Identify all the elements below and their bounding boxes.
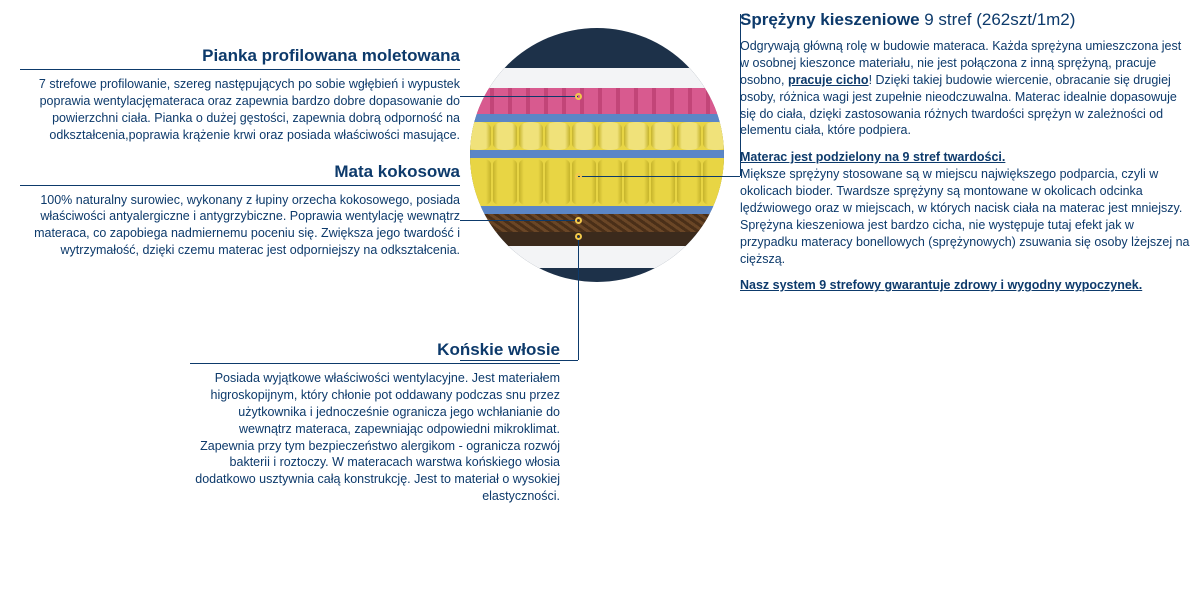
spring-cylinder — [598, 122, 622, 150]
spring-cylinder — [651, 158, 675, 206]
foam-section: Pianka profilowana moletowana 7 strefowe… — [20, 46, 460, 144]
layer-top-white — [470, 68, 724, 88]
spring-cylinder — [519, 122, 543, 150]
springs-p2-head: Materac jest podzielony na 9 stref tward… — [740, 150, 1005, 164]
foam-ridges — [470, 88, 724, 114]
coco-texture — [470, 214, 724, 232]
spring-cylinder — [572, 158, 596, 206]
leader-h — [460, 360, 578, 361]
hair-body: Posiada wyjątkowe właściwości wentylacyj… — [190, 370, 560, 505]
leader-h — [460, 96, 578, 97]
foam-dot — [575, 93, 582, 100]
spring-cylinder — [651, 122, 675, 150]
layers-diagram — [470, 28, 724, 282]
left-column: Pianka profilowana moletowana 7 strefowe… — [0, 0, 460, 277]
spring-cylinder — [519, 158, 543, 206]
springs-dot — [575, 173, 582, 180]
spring-cylinder — [703, 158, 724, 206]
coco-body: 100% naturalny surowiec, wykonany z łupi… — [20, 192, 460, 260]
springs-p1: Odgrywają główną rolę w budowie materaca… — [740, 38, 1190, 139]
springs-title: Sprężyny kieszeniowe 9 stref (262szt/1m2… — [740, 10, 1190, 30]
layer-felt-blue-1 — [470, 114, 724, 122]
bottom-column: Końskie włosie Posiada wyjątkowe właściw… — [190, 340, 560, 505]
layer-felt-blue-2 — [470, 150, 724, 158]
springs-p2-body: Miększe sprężyny stosowane są w miejscu … — [740, 167, 1190, 265]
foam-body: 7 strefowe profilowanie, szereg następuj… — [20, 76, 460, 144]
spring-cylinder — [703, 122, 724, 150]
spring-cylinder — [677, 158, 701, 206]
springs-title-rest: 9 stref (262szt/1m2) — [920, 10, 1076, 29]
leader-v — [740, 14, 741, 176]
springs-p2: Materac jest podzielony na 9 stref tward… — [740, 149, 1190, 267]
right-column: Sprężyny kieszeniowe 9 stref (262szt/1m2… — [740, 10, 1190, 304]
layer-felt-blue-3 — [470, 206, 724, 214]
foam-title: Pianka profilowana moletowana — [20, 46, 460, 70]
springs-p3: Nasz system 9 strefowy gwarantuje zdrowy… — [740, 277, 1190, 294]
spring-cylinder — [677, 122, 701, 150]
spring-cylinder — [470, 122, 491, 150]
layer-horsehair — [470, 232, 724, 246]
spring-cylinder — [545, 158, 569, 206]
spring-cylinder — [493, 122, 517, 150]
spring-cylinder — [572, 122, 596, 150]
leader-h — [578, 176, 740, 177]
spring-cylinder — [624, 122, 648, 150]
coco-title: Mata kokosowa — [20, 162, 460, 186]
layer-bottom-white — [470, 246, 724, 268]
layers-circle — [470, 28, 724, 282]
springs-p3-text: Nasz system 9 strefowy gwarantuje zdrowy… — [740, 278, 1142, 292]
spring-cylinder — [598, 158, 622, 206]
springs-p1-emph: pracuje cicho — [788, 73, 869, 87]
spring-cylinder — [624, 158, 648, 206]
coco-section: Mata kokosowa 100% naturalny surowiec, w… — [20, 162, 460, 260]
leader-v — [578, 236, 579, 360]
horsehair-dot — [575, 233, 582, 240]
leader-h — [460, 220, 578, 221]
spring-cylinder — [470, 158, 491, 206]
spring-cylinder — [545, 122, 569, 150]
coco-dot — [575, 217, 582, 224]
spring-cylinder — [493, 158, 517, 206]
springs-title-bold: Sprężyny kieszeniowe — [740, 10, 920, 29]
